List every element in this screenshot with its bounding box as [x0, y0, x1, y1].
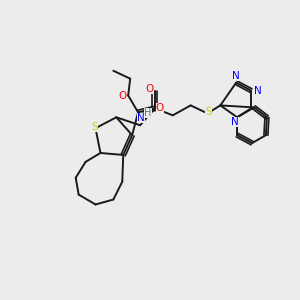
- Text: N: N: [137, 113, 145, 123]
- Text: N: N: [231, 117, 239, 127]
- Text: S: S: [91, 122, 98, 132]
- Text: N: N: [232, 71, 240, 81]
- Text: N: N: [254, 85, 262, 96]
- Text: O: O: [118, 91, 126, 100]
- Text: H: H: [144, 108, 152, 118]
- Text: O: O: [156, 103, 164, 113]
- Text: O: O: [146, 84, 154, 94]
- Text: S: S: [205, 107, 212, 117]
